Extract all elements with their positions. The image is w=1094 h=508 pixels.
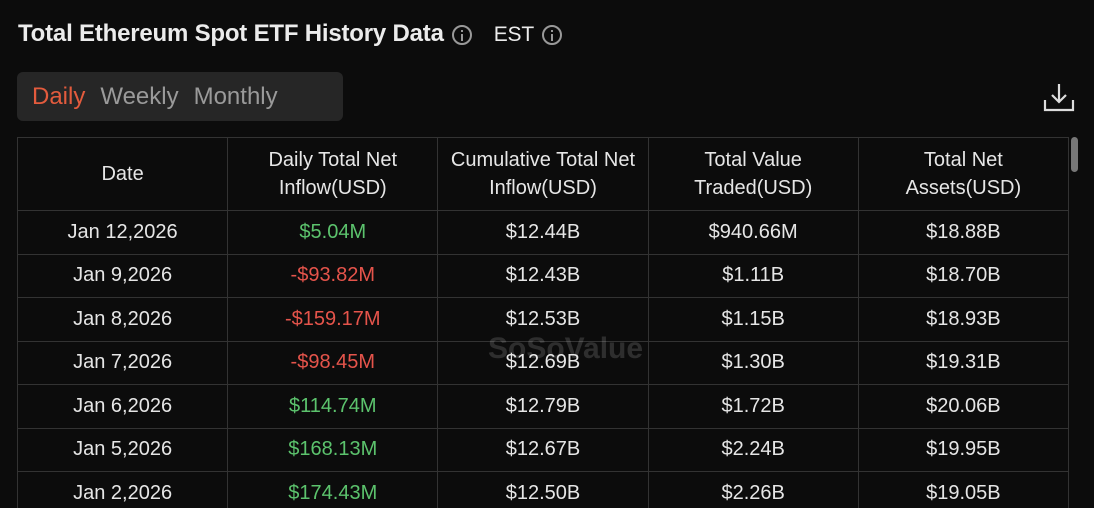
- column-header: Total Value Traded(USD): [647, 137, 859, 211]
- tab[interactable]: Monthly: [193, 82, 278, 110]
- column-header: Daily Total Net Inflow(USD): [227, 137, 439, 211]
- cell: $1.15B: [647, 297, 859, 342]
- watermark: SoSoValue: [488, 332, 644, 365]
- cell: Jan 12,2026: [17, 210, 229, 255]
- cell: $940.66M: [647, 210, 859, 255]
- header-row: Date Daily Total Net Inflow(USD) Cumulativ…: [17, 137, 1069, 211]
- cell: $19.05B: [857, 471, 1069, 508]
- cell: -$93.82M: [227, 253, 439, 298]
- tabs: Daily Weekly Monthly: [17, 72, 343, 121]
- cell: Jan 9,2026: [17, 253, 229, 298]
- cell: $2.24B: [647, 427, 859, 472]
- data-row: Jan 7,2026 -$98.45M $12.69B $1.30B $19.31B: [17, 340, 1069, 385]
- cell: $12.69B: [437, 340, 649, 385]
- cell: $20.06B: [857, 384, 1069, 429]
- cell: $2.26B: [647, 471, 859, 508]
- cell: $5.04M: [227, 210, 439, 255]
- cell: Jan 2,2026: [17, 471, 229, 508]
- scrollbar[interactable]: [1071, 137, 1078, 172]
- cell: $12.50B: [437, 471, 649, 508]
- cell: $1.11B: [647, 253, 859, 298]
- cell: $12.79B: [437, 384, 649, 429]
- info-icon[interactable]: [451, 24, 472, 45]
- cell: $168.13M: [227, 427, 439, 472]
- info-icon[interactable]: [542, 24, 562, 45]
- cell: -$98.45M: [227, 340, 439, 385]
- column-header: Total Net Assets(USD): [857, 137, 1069, 211]
- cell: $1.72B: [647, 384, 859, 429]
- timezone[interactable]: EST: [493, 23, 534, 46]
- cell: $12.67B: [437, 427, 649, 472]
- tab[interactable]: Weekly: [100, 82, 179, 110]
- cell: $19.95B: [857, 427, 1069, 472]
- cell: Jan 5,2026: [17, 427, 229, 472]
- cell: $18.93B: [857, 297, 1069, 342]
- cell: Jan 8,2026: [17, 297, 229, 342]
- data-row: Jan 8,2026 -$159.17M $12.53B $1.15B $18.93B: [17, 297, 1069, 342]
- download-button[interactable]: [1042, 80, 1076, 114]
- cell: $18.88B: [857, 210, 1069, 255]
- cell: $174.43M: [227, 471, 439, 508]
- column-header: Cumulative Total Net Inflow(USD): [437, 137, 649, 211]
- title: Total Ethereum Spot ETF History Data: [18, 20, 444, 47]
- cell: Jan 7,2026: [17, 340, 229, 385]
- cell: $12.44B: [437, 210, 649, 255]
- tab[interactable]: Daily: [32, 82, 86, 110]
- cell: $114.74M: [227, 384, 439, 429]
- cell: Jan 6,2026: [17, 384, 229, 429]
- table-wrap: Date Daily Total Net Inflow(USD) Cumulativ…: [17, 137, 1069, 508]
- data-row: Jan 9,2026 -$93.82M $12.43B $1.11B $18.70B: [17, 253, 1069, 298]
- cell: $18.70B: [857, 253, 1069, 298]
- data-row: Jan 6,2026 $114.74M $12.79B $1.72B $20.06B: [17, 384, 1069, 429]
- cell: $12.43B: [437, 253, 649, 298]
- history-table: Date Daily Total Net Inflow(USD) Cumulativ…: [17, 137, 1069, 508]
- cell: $19.31B: [857, 340, 1069, 385]
- cell: -$159.17M: [227, 297, 439, 342]
- title-row: Total Ethereum Spot ETF History Data EST: [18, 20, 562, 48]
- data-row: Jan 2,2026 $174.43M $12.50B $2.26B $19.05B: [17, 471, 1069, 508]
- column-header: Date: [17, 137, 229, 211]
- cell: $1.30B: [647, 340, 859, 385]
- data-row: Jan 12,2026 $5.04M $12.44B $940.66M $18.88B: [17, 210, 1069, 255]
- data-row: Jan 5,2026 $168.13M $12.67B $2.24B $19.95B: [17, 427, 1069, 472]
